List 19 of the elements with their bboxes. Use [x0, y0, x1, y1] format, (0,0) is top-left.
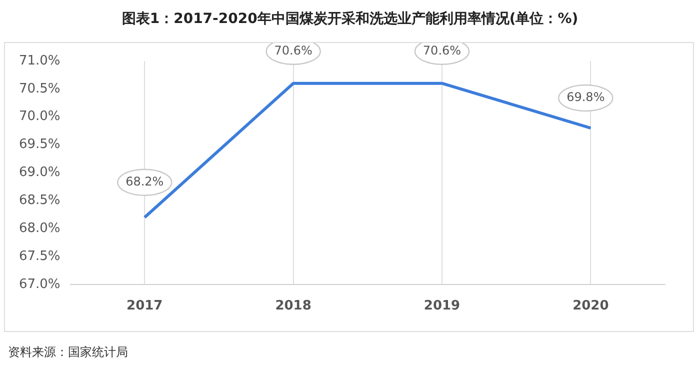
x-tick-label: 2018 — [275, 298, 312, 314]
chart-title: 图表1：2017-2020年中国煤炭开采和洗选业产能利用率情况(单位：%) — [120, 10, 580, 29]
text: 70.6% — [422, 43, 462, 58]
x-tick-label: 2019 — [424, 298, 460, 314]
y-tick-label: 70.0% — [18, 109, 60, 124]
x-tick-label: 2017 — [126, 298, 163, 314]
y-tick-label: 69.0% — [18, 165, 60, 180]
y-tick-label: 69.5% — [18, 137, 60, 152]
text: 68.2% — [126, 174, 164, 189]
text: 69.8% — [566, 90, 605, 104]
y-tick-label: 67.5% — [18, 248, 60, 264]
text: 70.6% — [274, 43, 312, 58]
y-tick-label: 68.0% — [18, 220, 60, 236]
y-tick-label: 68.5% — [18, 193, 60, 208]
y-tick-label: 71.0% — [18, 53, 60, 68]
x-tick-label: 2020 — [572, 298, 609, 314]
y-tick-label: 70.5% — [18, 81, 60, 96]
y-tick-label: 67.0% — [18, 276, 60, 292]
text: 资料来源：国家统计局 — [8, 344, 128, 361]
